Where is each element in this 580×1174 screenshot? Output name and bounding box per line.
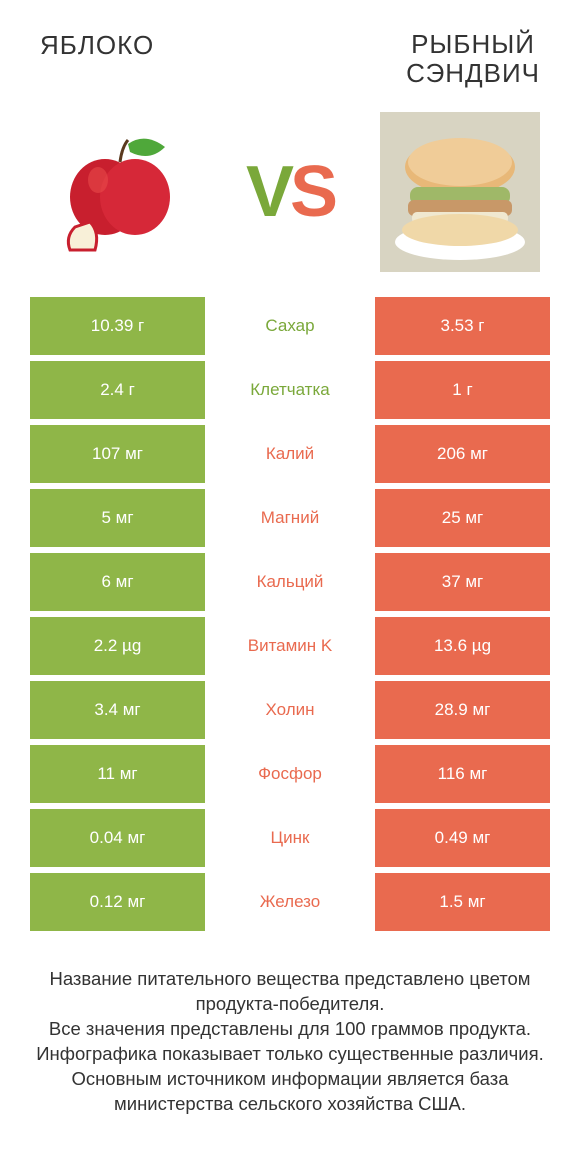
footer-line1: Название питательного вещества представл… <box>30 967 550 1017</box>
nutrient-label: Холин <box>205 681 375 739</box>
value-left: 107 мг <box>30 425 205 483</box>
nutrient-label: Калий <box>205 425 375 483</box>
value-left: 0.04 мг <box>30 809 205 867</box>
nutrient-label: Витамин K <box>205 617 375 675</box>
value-left: 10.39 г <box>30 297 205 355</box>
image-row: VS <box>0 97 580 297</box>
table-row: 107 мгКалий206 мг <box>30 425 550 483</box>
nutrient-label: Магний <box>205 489 375 547</box>
value-left: 0.12 мг <box>30 873 205 931</box>
footer-line2: Все значения представлены для 100 граммо… <box>30 1017 550 1042</box>
table-row: 2.4 гКлетчатка1 г <box>30 361 550 419</box>
table-row: 0.12 мгЖелезо1.5 мг <box>30 873 550 931</box>
table-row: 0.04 мгЦинк0.49 мг <box>30 809 550 867</box>
sandwich-icon <box>380 112 540 272</box>
value-right: 206 мг <box>375 425 550 483</box>
table-row: 6 мгКальций37 мг <box>30 553 550 611</box>
value-right: 37 мг <box>375 553 550 611</box>
value-left: 6 мг <box>30 553 205 611</box>
nutrient-label: Фосфор <box>205 745 375 803</box>
table-row: 5 мгМагний25 мг <box>30 489 550 547</box>
value-left: 2.4 г <box>30 361 205 419</box>
title-sandwich: РЫБНЫЙ СЭНДВИЧ <box>406 30 540 87</box>
vs-s: S <box>290 152 334 232</box>
footer-text: Название питательного вещества представл… <box>0 937 580 1117</box>
value-right: 28.9 мг <box>375 681 550 739</box>
table-row: 2.2 µgВитамин K13.6 µg <box>30 617 550 675</box>
footer-line4: Основным источником информации является … <box>30 1067 550 1117</box>
table-row: 3.4 мгХолин28.9 мг <box>30 681 550 739</box>
title-sandwich-line1: РЫБНЫЙ <box>406 30 540 59</box>
value-right: 116 мг <box>375 745 550 803</box>
vs-v: V <box>246 152 290 232</box>
value-right: 0.49 мг <box>375 809 550 867</box>
value-right: 1 г <box>375 361 550 419</box>
apple-icon <box>50 122 190 262</box>
footer-line3: Инфографика показывает только существенн… <box>30 1042 550 1067</box>
nutrient-label: Железо <box>205 873 375 931</box>
value-left: 2.2 µg <box>30 617 205 675</box>
table-row: 10.39 гСахар3.53 г <box>30 297 550 355</box>
value-right: 3.53 г <box>375 297 550 355</box>
vs-label: VS <box>246 151 334 233</box>
nutrient-label: Цинк <box>205 809 375 867</box>
nutrient-label: Кальций <box>205 553 375 611</box>
apple-image <box>40 112 200 272</box>
table-row: 11 мгФосфор116 мг <box>30 745 550 803</box>
value-right: 13.6 µg <box>375 617 550 675</box>
value-left: 5 мг <box>30 489 205 547</box>
title-sandwich-line2: СЭНДВИЧ <box>406 59 540 88</box>
nutrient-label: Сахар <box>205 297 375 355</box>
nutrient-table: 10.39 гСахар3.53 г 2.4 гКлетчатка1 г 107 м… <box>0 297 580 931</box>
value-right: 25 мг <box>375 489 550 547</box>
value-left: 3.4 мг <box>30 681 205 739</box>
value-right: 1.5 мг <box>375 873 550 931</box>
header-row: ЯБЛОКО РЫБНЫЙ СЭНДВИЧ <box>0 0 580 97</box>
sandwich-image <box>380 112 540 272</box>
value-left: 11 мг <box>30 745 205 803</box>
nutrient-label: Клетчатка <box>205 361 375 419</box>
title-apple: ЯБЛОКО <box>40 30 154 87</box>
